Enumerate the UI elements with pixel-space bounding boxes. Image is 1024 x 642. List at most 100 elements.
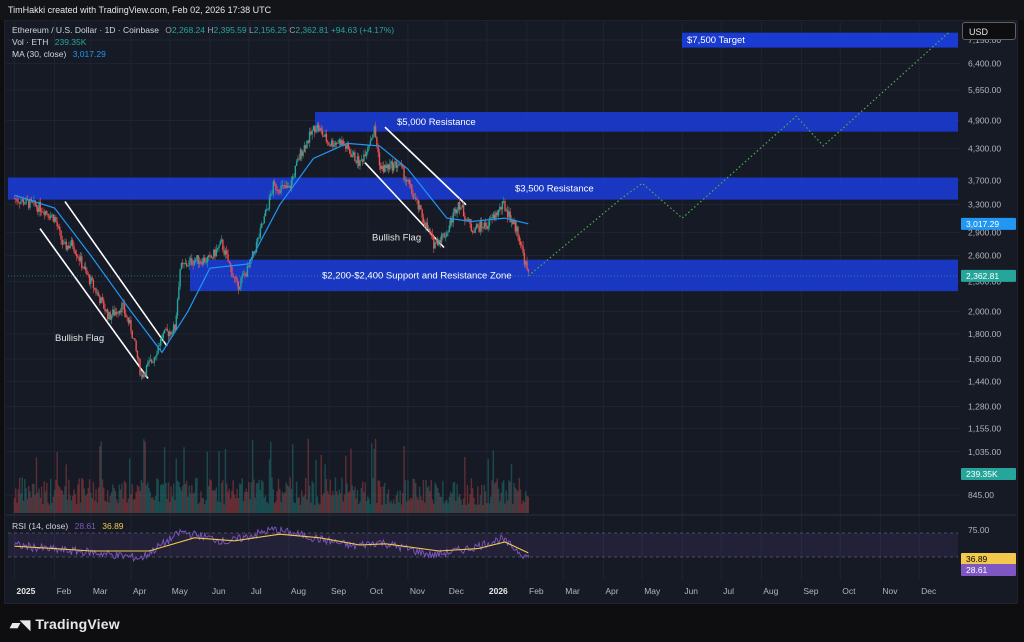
candle-body — [97, 292, 100, 297]
candle-body — [193, 260, 196, 265]
zone-label-support: $2,200-$2,400 Support and Resistance Zon… — [322, 270, 512, 281]
candle-body — [518, 236, 520, 242]
volume-bar — [385, 503, 387, 513]
time-tick-label: 2026 — [489, 586, 508, 596]
zone-label-5000: $5,000 Resistance — [397, 117, 476, 128]
candle-body — [386, 164, 388, 169]
rsi-label[interactable]: RSI (14, close) — [12, 521, 69, 531]
volume-bar — [263, 497, 265, 513]
candle-body — [456, 209, 458, 214]
bullish-flag-label-1: Bullish Flag — [55, 333, 104, 344]
volume-bar — [204, 504, 206, 513]
volume-bar — [96, 502, 99, 513]
footer: ▰◥ TradingView — [0, 604, 1024, 642]
candle-body — [24, 203, 26, 205]
volume-bar — [183, 447, 185, 513]
price-tick-label: 1,440.00 — [968, 376, 1001, 386]
candle-body — [483, 222, 485, 229]
volume-bar — [338, 489, 341, 513]
candle-body — [100, 297, 102, 304]
candle-body — [303, 145, 306, 152]
tradingview-logo[interactable]: ▰◥ TradingView — [10, 616, 120, 633]
volume-bar — [333, 495, 335, 513]
volume-bar — [386, 493, 388, 513]
candle-body — [484, 222, 487, 227]
candle-body — [314, 126, 316, 133]
candle-body — [390, 161, 392, 164]
rsi-ma-tag: 36.89 — [966, 554, 988, 564]
candle-body — [342, 140, 344, 145]
volume-bar — [56, 452, 58, 513]
support-zone-2200-2400 — [190, 259, 958, 292]
volume-bar — [325, 478, 328, 513]
time-tick-label: Mar — [93, 586, 108, 596]
candle-body — [57, 226, 60, 228]
volume-bar — [329, 479, 331, 513]
volume-bar — [254, 497, 256, 513]
volume-bar — [25, 488, 27, 513]
volume-bar — [341, 477, 343, 513]
volume-bar — [284, 492, 286, 513]
price-tick-label: 4,300.00 — [968, 143, 1001, 153]
candle-body — [282, 185, 285, 186]
volume-bar — [364, 482, 366, 513]
candle-body — [280, 185, 282, 193]
volume-bar — [121, 483, 123, 513]
volume-bar — [427, 485, 430, 513]
candle-body — [121, 303, 123, 313]
candle-body — [514, 220, 517, 232]
volume-bar — [73, 489, 75, 513]
candle-body — [95, 288, 97, 294]
volume-bar — [414, 483, 417, 513]
price-tick-label: 4,900.00 — [968, 116, 1001, 126]
candle-body — [188, 260, 190, 266]
volume-bar — [224, 448, 227, 513]
candle-body — [72, 239, 74, 247]
time-tick-label: May — [644, 586, 661, 596]
volume-bar — [160, 485, 162, 513]
candle-body — [509, 211, 511, 223]
currency-button[interactable]: USD — [962, 22, 1016, 40]
ma-price-tag-bg — [961, 217, 1016, 230]
low-value: 2,156.25 — [253, 25, 287, 35]
candle-body — [395, 161, 397, 168]
ma-label[interactable]: MA (30, close) — [12, 49, 67, 59]
candle-body — [267, 208, 269, 210]
candle-body — [438, 240, 440, 246]
symbol-name[interactable]: Ethereum / U.S. Dollar · 1D · Coinbase — [12, 25, 159, 35]
volume-bar — [240, 484, 242, 513]
candle-body — [136, 350, 139, 358]
candle-body — [204, 257, 206, 263]
volume-label[interactable]: Vol · ETH — [12, 37, 49, 47]
candle-body — [350, 153, 352, 157]
volume-bar — [218, 451, 220, 513]
candle-body — [206, 257, 209, 263]
volume-bar — [514, 487, 517, 513]
volume-bar — [354, 486, 356, 513]
volume-bar — [13, 498, 16, 513]
candle-body — [301, 149, 303, 156]
candle-body — [496, 212, 498, 216]
candle-body — [157, 345, 159, 354]
volume-bar — [119, 489, 122, 513]
candle-body — [39, 201, 42, 212]
volume-bar — [110, 492, 113, 513]
volume-bar — [365, 500, 368, 513]
volume-bar — [52, 496, 54, 513]
volume-bar — [162, 484, 165, 513]
volume-bar — [407, 480, 409, 513]
candle-body — [228, 261, 231, 264]
candle-body — [38, 201, 40, 212]
volume-bar — [314, 504, 316, 513]
volume-bar — [273, 502, 276, 513]
volume-bar — [237, 498, 240, 513]
candle-body — [249, 259, 251, 268]
volume-bar — [87, 487, 89, 513]
volume-bar — [227, 492, 229, 513]
candle-body — [433, 236, 435, 249]
close-label: C — [289, 25, 296, 35]
candle-body — [475, 224, 478, 229]
price-chart[interactable]: $5,000 Resistance $3,500 Resistance $2,200… — [0, 0, 1024, 604]
volume-bar — [290, 488, 293, 513]
candle-body — [325, 134, 328, 142]
